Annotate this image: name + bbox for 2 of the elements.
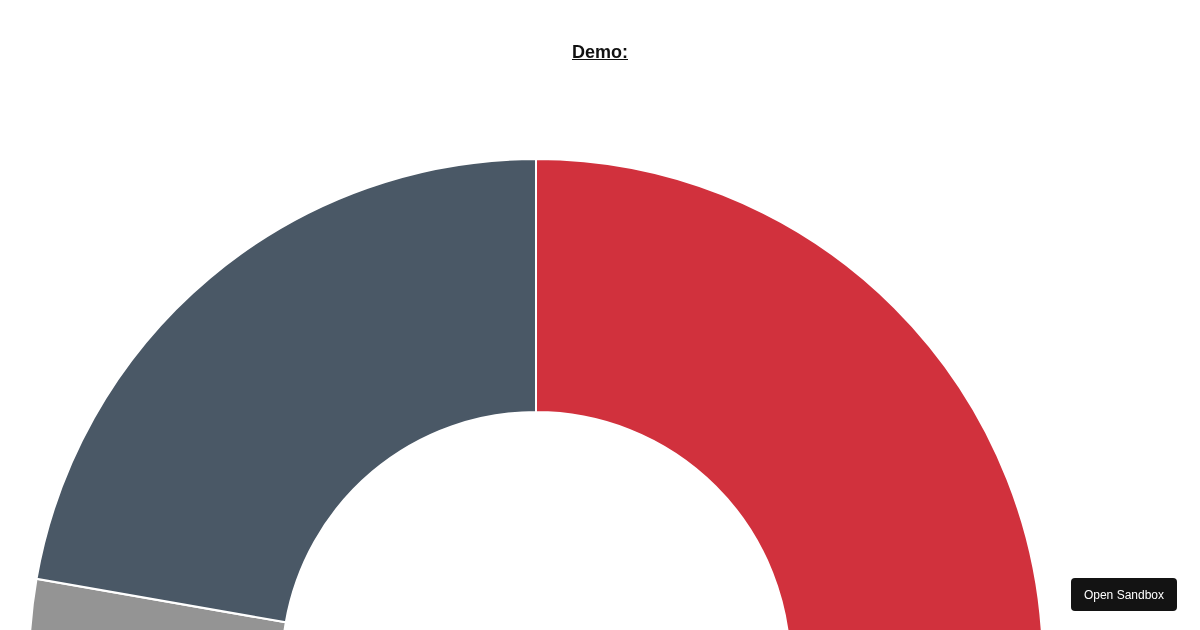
open-button: Open Sandbox	[1070, 578, 1177, 611]
chart-title: Demo:	[571, 42, 629, 63]
